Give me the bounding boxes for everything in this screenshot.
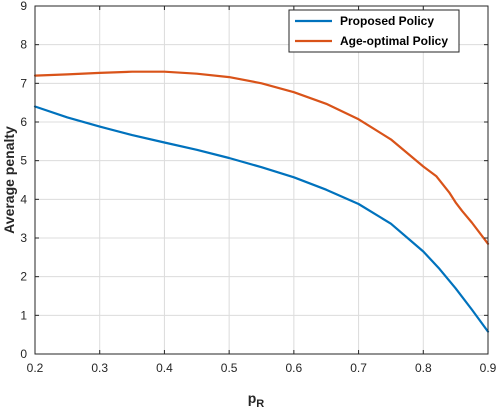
y-tick-label: 5 — [20, 154, 27, 168]
y-tick-label: 9 — [20, 0, 27, 13]
y-axis-label: Average penalty — [1, 126, 17, 234]
x-tick-labels: 0.2 0.3 0.4 0.5 0.6 0.7 0.8 0.9 — [27, 361, 497, 375]
x-axis-label-main: p — [248, 390, 257, 406]
x-tick-label: 0.5 — [221, 361, 238, 375]
series-line-age-optimal-policy — [33, 70, 490, 245]
legend-box — [288, 9, 460, 53]
y-tick-label: 8 — [20, 38, 27, 52]
y-tick-label: 0 — [20, 347, 27, 361]
plot-frame — [34, 5, 489, 355]
y-tick-label: 4 — [20, 192, 27, 206]
x-tick-label: 0.3 — [91, 361, 108, 375]
series-line-proposed-policy — [33, 105, 490, 333]
x-axis-label: pR — [248, 390, 265, 409]
x-tick-label: 0.8 — [415, 361, 432, 375]
legend-label-age-optimal-policy: Age-optimal Policy — [340, 34, 448, 48]
x-tick-label: 0.4 — [156, 361, 173, 375]
y-tick-label: 2 — [20, 270, 27, 284]
y-tick-labels: 0 1 2 3 4 5 6 7 8 9 — [20, 0, 27, 361]
legend-label-proposed-policy: Proposed Policy — [340, 14, 434, 28]
y-tick-label: 3 — [20, 231, 27, 245]
y-tick-label: 6 — [20, 115, 27, 129]
x-tick-label: 0.9 — [480, 361, 497, 375]
x-axis-label-subscript: R — [256, 398, 264, 409]
x-tick-label: 0.2 — [27, 361, 44, 375]
y-tick-label: 7 — [20, 76, 27, 90]
plot-area — [35, 6, 488, 354]
series-lines — [33, 70, 490, 333]
legend: Proposed Policy Age-optimal Policy — [288, 9, 460, 53]
x-tick-label: 0.6 — [286, 361, 303, 375]
x-tick-label: 0.7 — [350, 361, 367, 375]
tick-marks — [34, 5, 489, 355]
y-tick-label: 1 — [20, 308, 27, 322]
